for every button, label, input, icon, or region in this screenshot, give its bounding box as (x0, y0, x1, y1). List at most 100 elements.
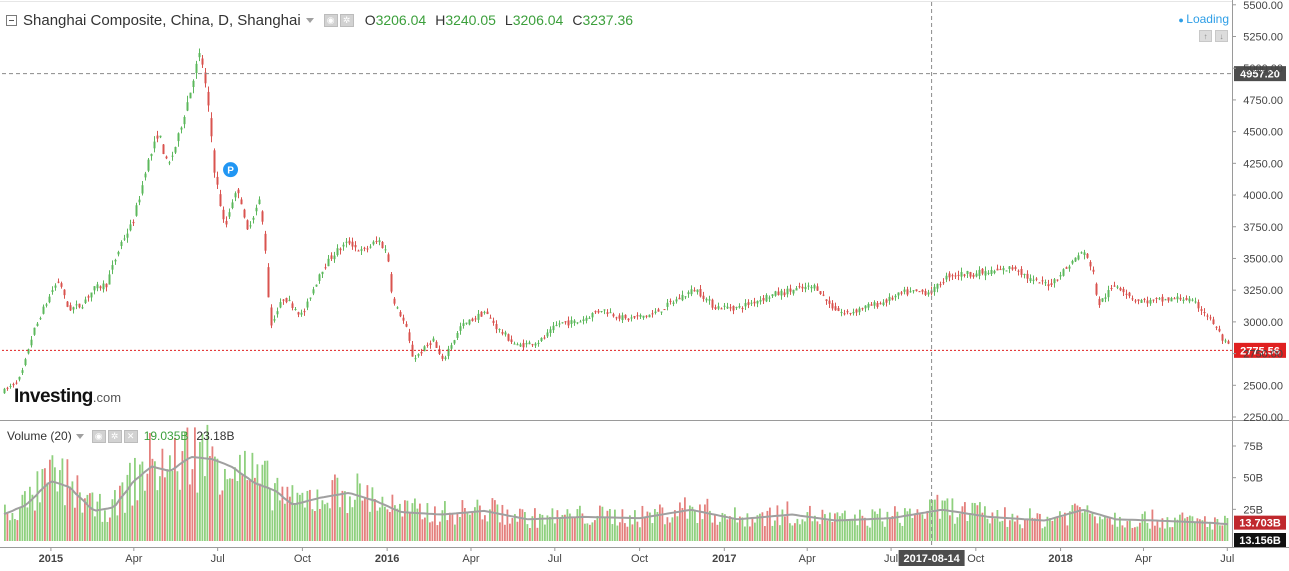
volume-bar (1136, 526, 1139, 541)
volume-bar (746, 513, 749, 541)
volume-bar (601, 506, 604, 541)
volume-bar (1099, 516, 1101, 541)
candle-body (399, 311, 402, 317)
volume-bar (566, 509, 569, 541)
volume-bar (1174, 517, 1176, 541)
volume-bar (1061, 516, 1064, 541)
volume-bar (1196, 518, 1199, 541)
candle-body (81, 307, 84, 309)
volume-bar (676, 516, 679, 541)
volume-bar (689, 505, 691, 541)
candle-body (972, 274, 975, 277)
candle-body (1032, 279, 1035, 281)
volume-bar (401, 516, 404, 541)
volume-bar (674, 510, 676, 541)
candle-body (711, 299, 714, 308)
volume-bar (786, 501, 789, 541)
candle-body (1098, 298, 1101, 306)
volume-bar (741, 517, 744, 541)
volume-bar (1181, 512, 1184, 541)
volume-bar (394, 505, 396, 541)
scale-up-icon[interactable]: ↑ (1199, 30, 1212, 42)
candle-body (1020, 269, 1023, 275)
volume-bar (116, 515, 119, 541)
volume-ma-current-label: 13.156B (1239, 535, 1281, 547)
volume-tick-label: 50B (1243, 473, 1263, 485)
collapse-toggle-icon[interactable] (6, 14, 17, 26)
candle-body (660, 311, 663, 313)
volume-bar (981, 512, 984, 541)
candle-body (882, 302, 885, 305)
candle-body (21, 370, 24, 373)
candle-body (921, 289, 924, 292)
volume-chevron-icon[interactable] (75, 433, 84, 439)
settings-icon[interactable]: ✲ (339, 13, 354, 27)
candle-body (360, 249, 363, 251)
volume-bar (184, 431, 186, 541)
visibility-icon[interactable]: ◉ (323, 13, 338, 27)
volume-bar (246, 480, 249, 541)
candle-body (222, 209, 225, 220)
candle-body (369, 246, 372, 248)
volume-bar (1126, 521, 1129, 541)
candle-body (981, 268, 984, 274)
candle-body (792, 289, 795, 294)
volume-bar (341, 490, 344, 541)
volume-visibility-icon[interactable]: ◉ (91, 429, 106, 443)
volume-bar (489, 509, 491, 541)
volume-bar (359, 483, 361, 541)
volume-bar (574, 517, 576, 541)
volume-bar (516, 521, 519, 541)
volume-bar (696, 522, 699, 541)
volume-bar (1021, 528, 1024, 541)
volume-tick-label: 75B (1243, 441, 1263, 453)
candle-body (1023, 274, 1026, 276)
volume-bar (289, 496, 291, 541)
candle-body (174, 146, 177, 153)
volume-bar (146, 473, 149, 541)
volume-bar (411, 503, 414, 541)
volume-bar (824, 514, 826, 541)
candle-body (585, 317, 588, 321)
volume-bar (896, 511, 899, 541)
candle-body (144, 173, 147, 178)
candle-body (123, 238, 126, 240)
volume-bar (906, 511, 909, 541)
price-tick-label: 3750.00 (1243, 222, 1283, 234)
volume-bar (1034, 518, 1036, 541)
candle-body (1146, 300, 1149, 304)
volume-bar (61, 458, 64, 541)
event-marker[interactable] (223, 162, 239, 178)
candle-body (990, 270, 993, 275)
volume-bar (856, 525, 859, 541)
volume-close-icon[interactable]: ✕ (123, 429, 138, 443)
candle-body (363, 247, 366, 249)
volume-bar (89, 493, 91, 541)
candle-body (726, 306, 729, 309)
chevron-down-icon[interactable] (305, 17, 314, 23)
volume-bar (71, 481, 74, 541)
candle-body (741, 308, 744, 310)
volume-bar (426, 503, 429, 541)
volume-bar (396, 508, 399, 541)
current-price-tag (1234, 342, 1286, 358)
candle-body (1041, 280, 1044, 282)
candle-body (1035, 278, 1038, 280)
scale-down-icon[interactable]: ↓ (1215, 30, 1228, 42)
candle-body (945, 275, 948, 280)
volume-bar (509, 523, 511, 541)
volume-bar (379, 507, 381, 541)
candle-body (405, 323, 408, 327)
volume-bar (929, 499, 931, 541)
candle-body (1083, 252, 1086, 255)
volume-bar (421, 519, 424, 541)
volume-bar (374, 498, 376, 541)
volume-settings-icon[interactable]: ✲ (107, 429, 122, 443)
volume-bar (291, 485, 294, 541)
candle-body (783, 292, 786, 296)
candle-body (84, 299, 87, 304)
candle-body (357, 250, 360, 252)
candle-body (915, 289, 918, 292)
volume-bar (259, 483, 261, 541)
candle-body (489, 317, 492, 319)
